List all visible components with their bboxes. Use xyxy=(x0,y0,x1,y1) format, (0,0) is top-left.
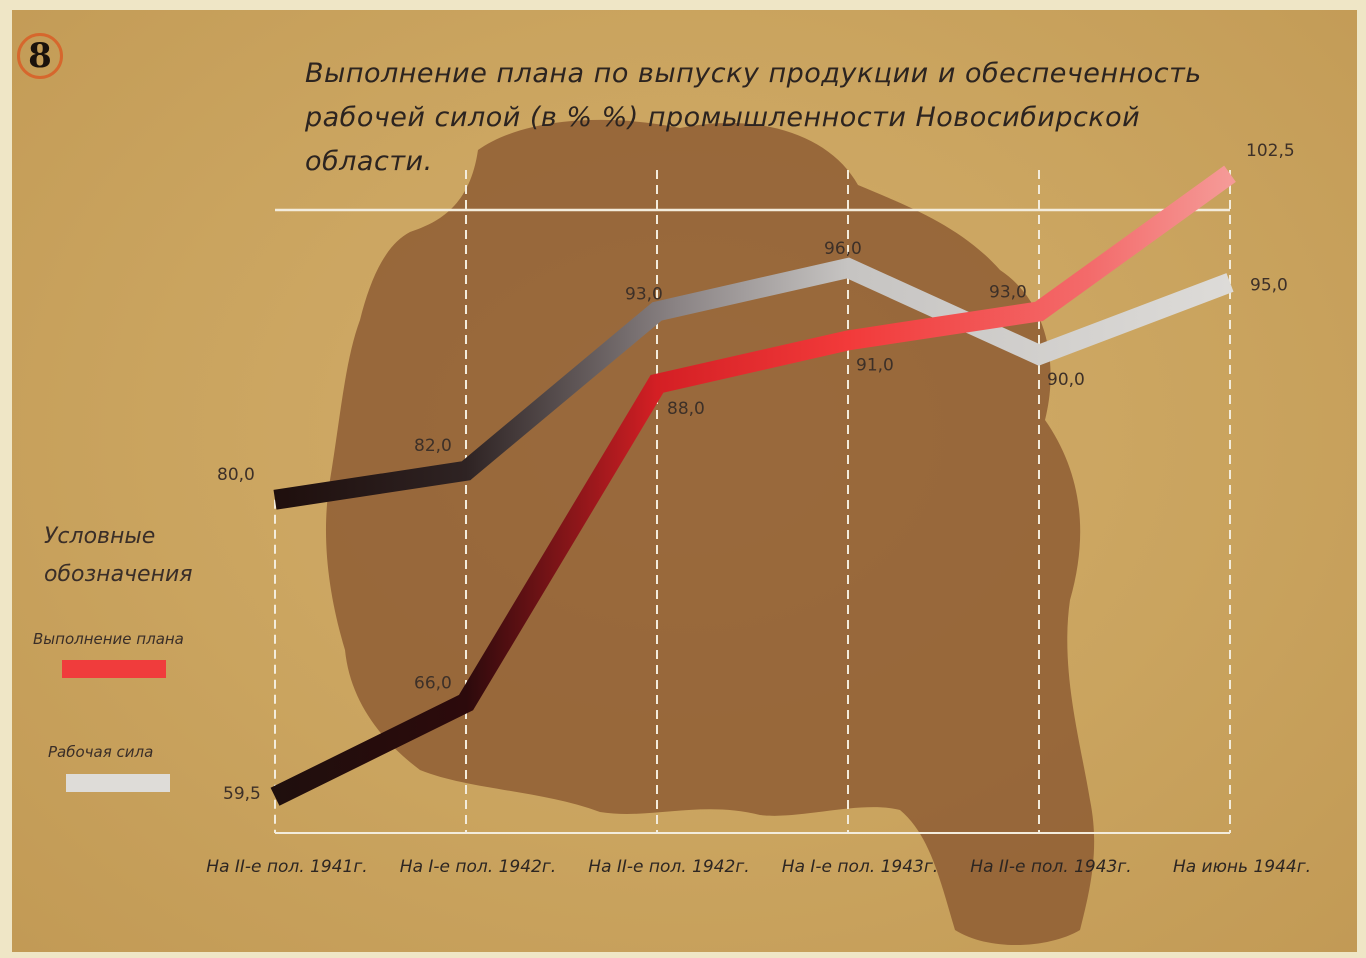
chart-title: Выполнение плана по выпуску продукции и … xyxy=(305,58,1202,177)
data-label-0-4: 93,0 xyxy=(989,282,1027,302)
x-tick-label-2: На II-е пол. 1942г. xyxy=(588,857,749,877)
legend-label-labor: Рабочая сила xyxy=(48,743,154,761)
legend-swatch-plan xyxy=(62,660,166,678)
legend-swatch-labor xyxy=(66,774,170,792)
data-label-0-2: 88,0 xyxy=(667,399,705,419)
x-tick-label-5: На июнь 1944г. xyxy=(1173,857,1311,877)
data-label-1-3: 96,0 xyxy=(824,239,862,259)
data-label-1-4: 90,0 xyxy=(1047,370,1085,390)
series-line-1 xyxy=(273,257,1234,510)
data-label-1-2: 93,0 xyxy=(625,284,663,304)
page-number-badge: 8 xyxy=(17,33,63,79)
data-label-0-3: 91,0 xyxy=(856,355,894,375)
x-tick-label-4: На II-е пол. 1943г. xyxy=(970,857,1131,877)
data-label-0-1: 66,0 xyxy=(414,674,452,694)
data-label-1-1: 82,0 xyxy=(414,436,452,456)
x-tick-label-1: На I-е пол. 1942г. xyxy=(400,857,556,877)
data-label-1-5: 95,0 xyxy=(1250,275,1288,295)
x-tick-label-3: На I-е пол. 1943г. xyxy=(782,857,938,877)
data-label-0-0: 59,5 xyxy=(223,784,261,804)
legend-title: Условные обозначения xyxy=(44,524,193,587)
map-stain xyxy=(325,119,1095,946)
data-label-1-0: 80,0 xyxy=(217,465,255,485)
series-line-0 xyxy=(270,165,1236,806)
x-tick-label-0: На II-е пол. 1941г. xyxy=(206,857,367,877)
legend-label-plan: Выполнение плана xyxy=(33,630,184,648)
data-label-0-5: 102,5 xyxy=(1246,141,1295,161)
